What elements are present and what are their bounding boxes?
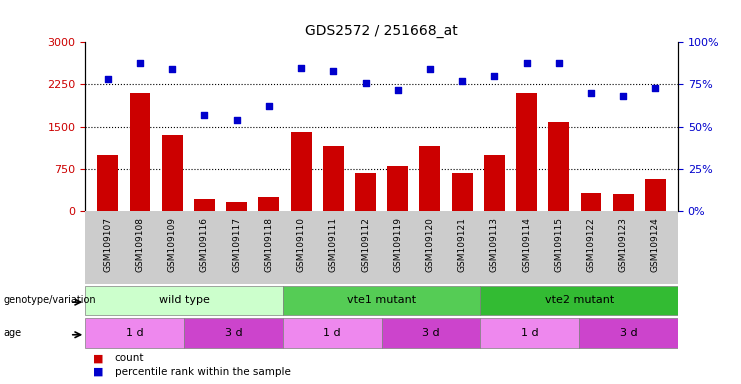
Text: GSM109121: GSM109121 bbox=[458, 217, 467, 272]
Point bbox=[488, 73, 500, 79]
Text: GSM109111: GSM109111 bbox=[329, 217, 338, 272]
Point bbox=[392, 86, 404, 93]
Text: 1 d: 1 d bbox=[323, 328, 341, 338]
Text: GSM109114: GSM109114 bbox=[522, 217, 531, 272]
Bar bbox=[382, 318, 480, 348]
Text: GSM109124: GSM109124 bbox=[651, 217, 660, 272]
Bar bbox=[162, 135, 183, 211]
Bar bbox=[579, 318, 678, 348]
Text: percentile rank within the sample: percentile rank within the sample bbox=[115, 367, 290, 377]
Bar bbox=[388, 166, 408, 211]
Title: GDS2572 / 251668_at: GDS2572 / 251668_at bbox=[305, 25, 458, 38]
Text: wild type: wild type bbox=[159, 295, 210, 306]
Text: GSM109117: GSM109117 bbox=[232, 217, 241, 272]
Bar bbox=[85, 318, 184, 348]
Text: 1 d: 1 d bbox=[126, 328, 144, 338]
Point bbox=[166, 66, 178, 72]
Text: GSM109107: GSM109107 bbox=[103, 217, 113, 272]
Point bbox=[424, 66, 436, 72]
Text: 3 d: 3 d bbox=[422, 328, 440, 338]
Bar bbox=[516, 93, 537, 211]
Point bbox=[295, 65, 307, 71]
Text: GSM109119: GSM109119 bbox=[393, 217, 402, 272]
Text: GSM109115: GSM109115 bbox=[554, 217, 563, 272]
Point bbox=[263, 103, 275, 109]
Bar bbox=[613, 194, 634, 211]
Point bbox=[359, 80, 371, 86]
Text: GSM109116: GSM109116 bbox=[200, 217, 209, 272]
Text: vte2 mutant: vte2 mutant bbox=[545, 295, 614, 306]
Text: ■: ■ bbox=[93, 353, 103, 363]
Bar bbox=[645, 179, 666, 211]
Bar bbox=[184, 318, 283, 348]
Text: GSM109108: GSM109108 bbox=[136, 217, 144, 272]
Text: age: age bbox=[4, 328, 21, 338]
Text: GSM109122: GSM109122 bbox=[587, 217, 596, 272]
Text: GSM109120: GSM109120 bbox=[425, 217, 434, 272]
Text: vte1 mutant: vte1 mutant bbox=[347, 295, 416, 306]
Bar bbox=[130, 93, 150, 211]
Text: GSM109113: GSM109113 bbox=[490, 217, 499, 272]
Point bbox=[650, 85, 662, 91]
Bar bbox=[480, 286, 678, 315]
Text: count: count bbox=[115, 353, 144, 363]
Point bbox=[585, 90, 597, 96]
Point bbox=[456, 78, 468, 84]
Point bbox=[328, 68, 339, 74]
Bar bbox=[97, 155, 119, 211]
Bar bbox=[580, 193, 602, 211]
Point bbox=[230, 117, 242, 123]
Text: 1 d: 1 d bbox=[521, 328, 539, 338]
Point bbox=[199, 112, 210, 118]
Bar bbox=[484, 155, 505, 211]
Bar bbox=[194, 199, 215, 211]
Point bbox=[617, 93, 629, 99]
Bar bbox=[85, 286, 283, 315]
Bar bbox=[323, 146, 344, 211]
Bar bbox=[290, 132, 311, 211]
Point bbox=[521, 60, 533, 66]
Point bbox=[134, 60, 146, 66]
Point bbox=[102, 76, 113, 83]
Bar bbox=[259, 197, 279, 211]
Text: GSM109110: GSM109110 bbox=[296, 217, 305, 272]
Text: genotype/variation: genotype/variation bbox=[4, 295, 96, 306]
Bar bbox=[452, 173, 473, 211]
Text: 3 d: 3 d bbox=[225, 328, 242, 338]
Text: 3 d: 3 d bbox=[619, 328, 637, 338]
Bar bbox=[480, 318, 579, 348]
Point bbox=[553, 60, 565, 66]
Text: GSM109118: GSM109118 bbox=[265, 217, 273, 272]
Text: GSM109109: GSM109109 bbox=[167, 217, 176, 272]
Bar bbox=[283, 318, 382, 348]
Bar bbox=[355, 173, 376, 211]
Text: GSM109112: GSM109112 bbox=[361, 217, 370, 272]
Bar bbox=[283, 286, 480, 315]
Text: ■: ■ bbox=[93, 367, 103, 377]
Bar bbox=[226, 202, 247, 211]
Bar bbox=[419, 146, 440, 211]
Text: GSM109123: GSM109123 bbox=[619, 217, 628, 272]
Bar bbox=[548, 122, 569, 211]
